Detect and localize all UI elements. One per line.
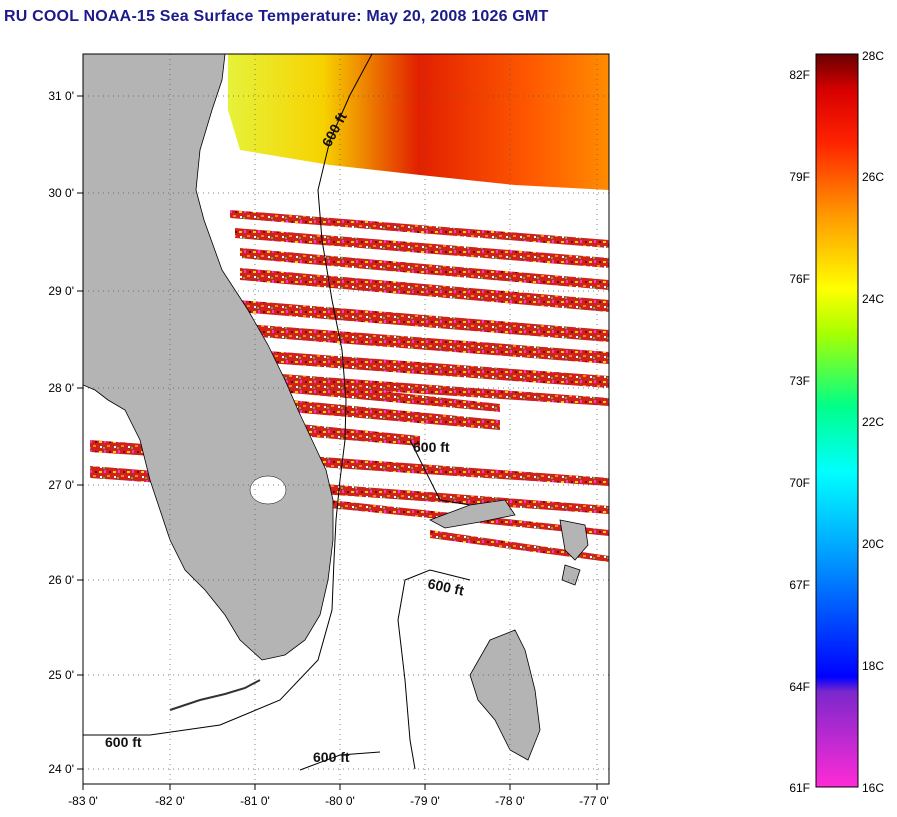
lon-label-80: -80 0' [325, 794, 355, 808]
cb-c-16: 16C [862, 781, 884, 795]
contour-label-south: 600 ft [313, 749, 350, 765]
isobath-bahamas-north [409, 439, 471, 506]
isobath-contours [83, 54, 471, 771]
cb-f-70: 70F [789, 476, 810, 490]
contour-label-mid: 600 ft [426, 575, 465, 598]
colorbar-gradient [815, 53, 859, 788]
grid-lines [83, 54, 609, 784]
cb-f-61: 61F [789, 781, 810, 795]
florida-keys [169, 679, 261, 711]
bahamas-abaco [559, 519, 589, 561]
bahamas-small [561, 564, 581, 586]
cb-f-64: 64F [789, 680, 810, 694]
lon-label-77: -77 0' [579, 794, 609, 808]
lon-label-78: -78 0' [495, 794, 525, 808]
lat-label-25: 25 0' [48, 668, 74, 682]
sst-swath-north [228, 54, 609, 190]
cb-c-28: 28C [862, 49, 884, 63]
lat-label-29: 29 0' [48, 284, 74, 298]
lat-label-26: 26 0' [48, 573, 74, 587]
lat-label-30: 30 0' [48, 186, 74, 200]
isobath-south [299, 751, 381, 771]
lon-label-79: -79 0' [410, 794, 440, 808]
page-title: RU COOL NOAA-15 Sea Surface Temperature:… [4, 8, 549, 25]
lon-label-82: -82 0' [155, 794, 185, 808]
isobath-bahamas-mid [397, 569, 471, 770]
land-layer [83, 54, 589, 761]
cb-c-18: 18C [862, 659, 884, 673]
lat-axis: 31 0' 30 0' 29 0' 28 0' 27 0' 26 0' 25 0… [48, 89, 83, 776]
isobath-east [83, 54, 373, 736]
florida-land [83, 54, 334, 661]
lon-label-81: -81 0' [240, 794, 270, 808]
lat-label-24: 24 0' [48, 762, 74, 776]
lat-label-27: 27 0' [48, 478, 74, 492]
cb-f-73: 73F [789, 374, 810, 388]
bahamas-andros [469, 629, 541, 761]
lat-label-28: 28 0' [48, 381, 74, 395]
contour-label-bahamas: 600 ft [413, 439, 450, 455]
map-frame [82, 53, 610, 785]
lon-axis: -83 0' -82 0' -81 0' -80 0' -79 0' -78 0… [68, 784, 609, 808]
contour-label-west: 600 ft [105, 734, 142, 750]
cb-f-76: 76F [789, 272, 810, 286]
cb-c-22: 22C [862, 415, 884, 429]
cb-c-24: 24C [862, 292, 884, 306]
lat-label-31: 31 0' [48, 89, 74, 103]
cb-c-26: 26C [862, 170, 884, 184]
colorbar: 28C 26C 24C 22C 20C 18C 16C 82F 79F 76F … [789, 49, 884, 795]
cb-c-20: 20C [862, 537, 884, 551]
cb-f-67: 67F [789, 578, 810, 592]
lon-label-83: -83 0' [68, 794, 98, 808]
cb-f-82: 82F [789, 68, 810, 82]
lake-okeechobee [249, 475, 287, 505]
cb-f-79: 79F [789, 170, 810, 184]
